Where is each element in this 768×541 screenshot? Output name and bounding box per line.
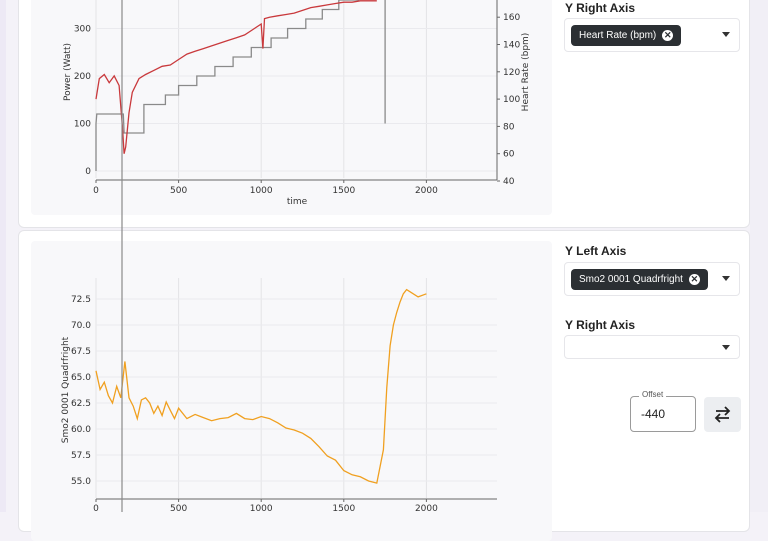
dropdown-caret-icon[interactable]	[722, 32, 730, 37]
swap-arrows-icon	[714, 406, 731, 423]
offset-field[interactable]: Offset -440	[630, 390, 696, 432]
y-right-axis-select[interactable]	[564, 335, 740, 359]
chip-remove-icon[interactable]: ✕	[662, 29, 674, 41]
left-edge-strip	[0, 0, 6, 512]
chart-area	[31, 241, 552, 541]
heart-rate-chip[interactable]: Heart Rate (bpm) ✕	[571, 25, 682, 46]
y-right-axis-label: Y Right Axis	[565, 1, 636, 15]
offset-value[interactable]: -440	[641, 407, 666, 421]
right-edge-decoration	[750, 0, 768, 512]
y-left-axis-label: Y Left Axis	[565, 244, 627, 258]
chip-remove-icon[interactable]: ✕	[688, 273, 700, 285]
smo2-chip[interactable]: Smo2 0001 Quadrfright ✕	[571, 269, 708, 290]
offset-label: Offset	[639, 390, 667, 399]
dropdown-caret-icon[interactable]	[722, 276, 730, 281]
dropdown-caret-icon[interactable]	[722, 345, 730, 350]
chip-label: Smo2 0001 Quadrfright	[579, 274, 683, 285]
y-right-axis-select[interactable]: Heart Rate (bpm) ✕	[564, 18, 740, 52]
y-right-axis-label: Y Right Axis	[565, 318, 636, 332]
chart-area	[31, 0, 552, 215]
y-left-axis-select[interactable]: Smo2 0001 Quadrfright ✕	[564, 262, 740, 296]
swap-axes-button[interactable]	[704, 397, 741, 432]
chip-label: Heart Rate (bpm)	[579, 30, 657, 41]
